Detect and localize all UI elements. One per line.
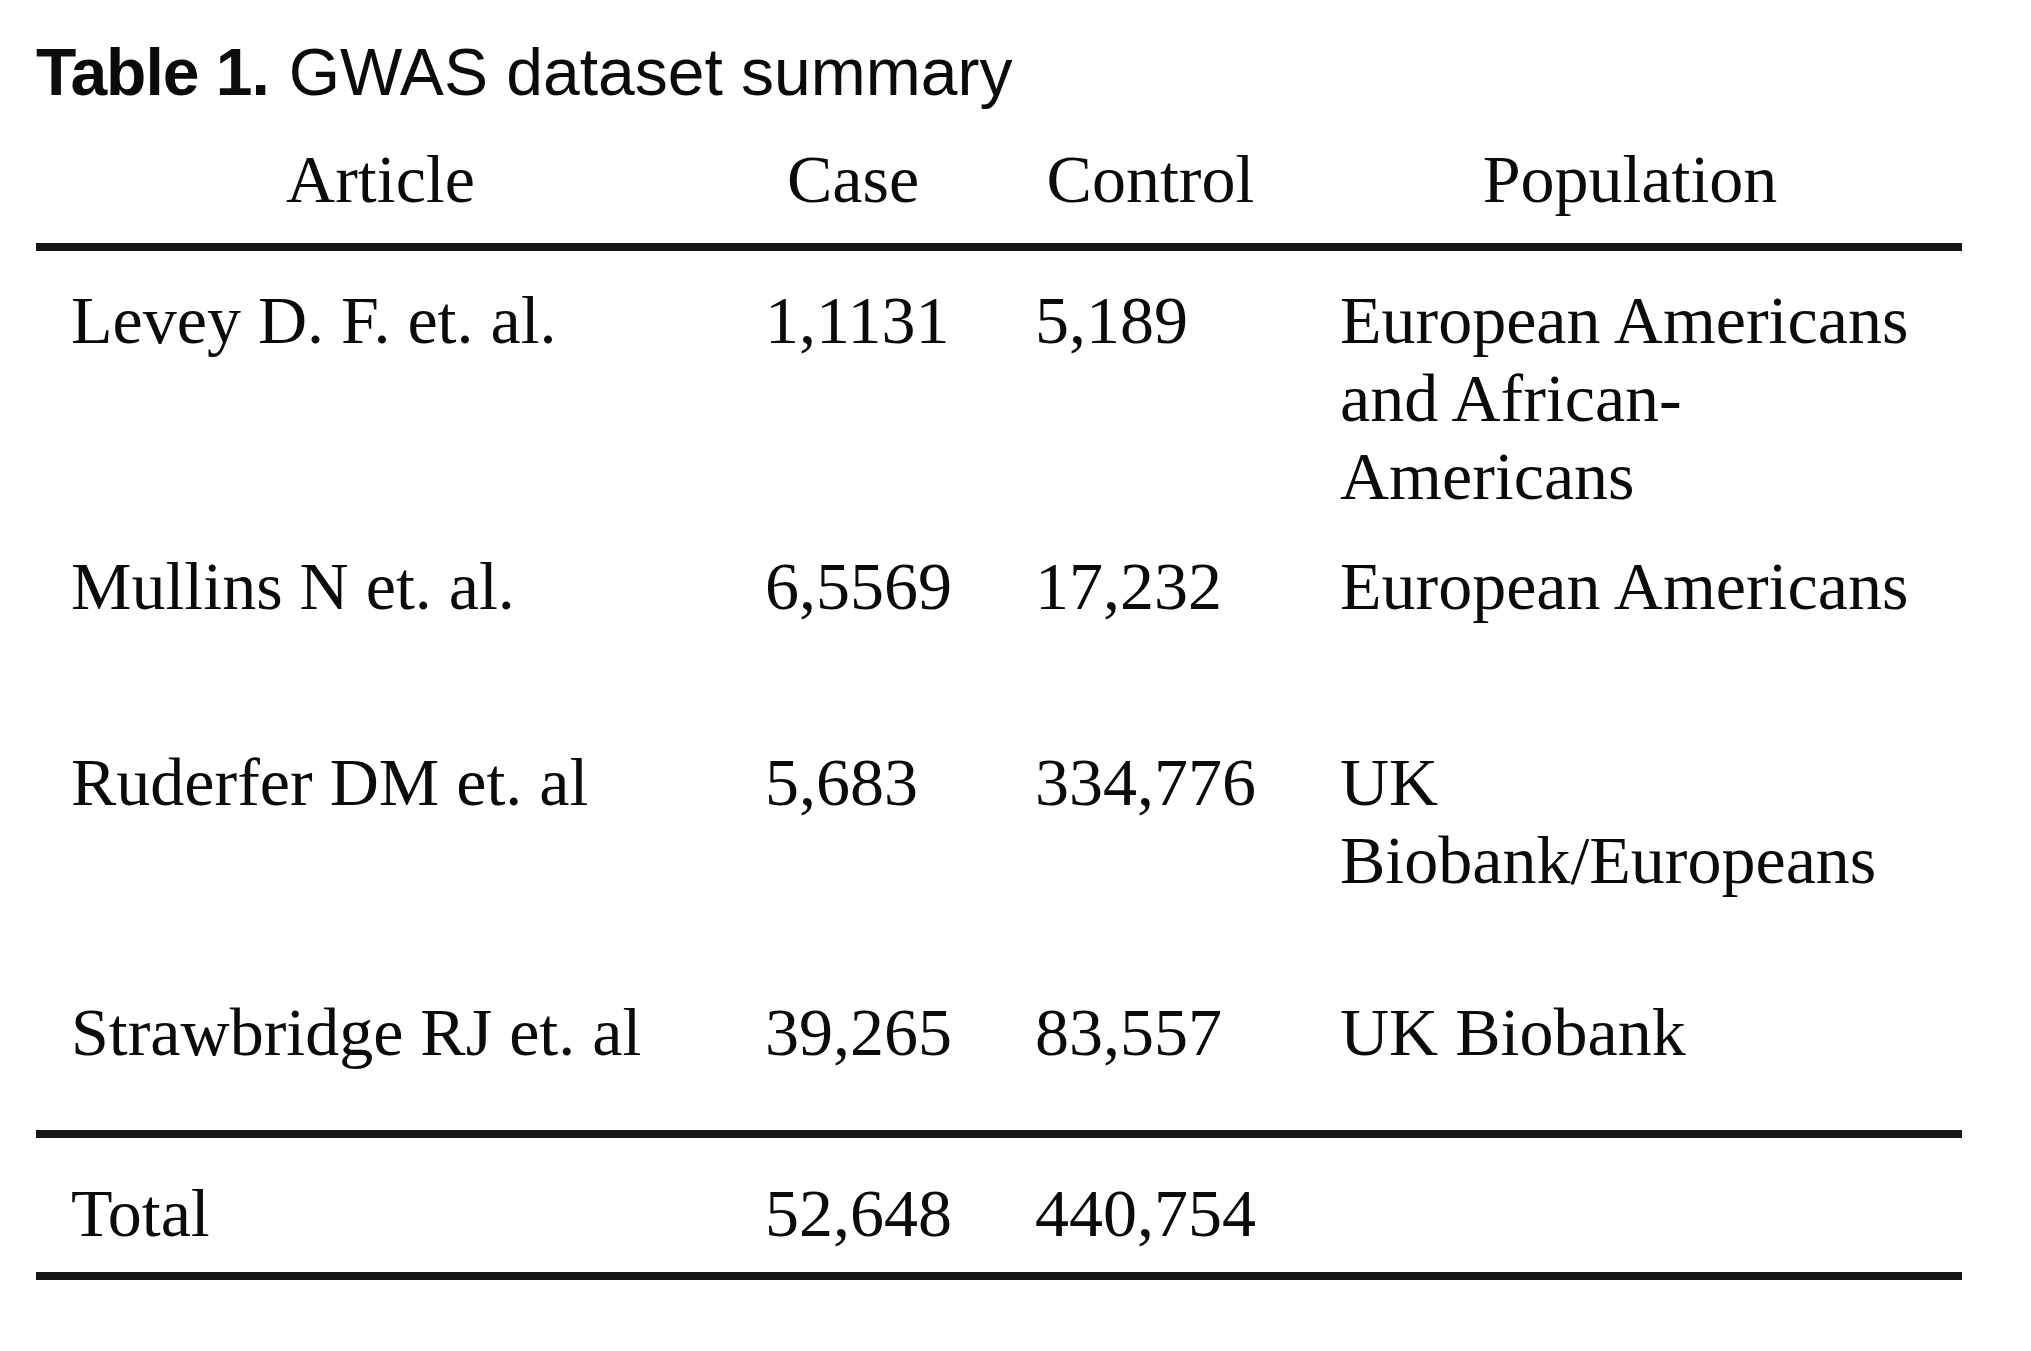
total-population-cell (1340, 1134, 1962, 1276)
case-value: 39,265 (765, 994, 952, 1070)
case-cell: 5,683 (765, 713, 1035, 963)
population-cell: European Americans (1340, 517, 1962, 713)
control-value: 334,776 (1035, 744, 1256, 820)
population-line: Americans (1340, 437, 1962, 515)
article-text: Strawbridge RJ et. al (71, 994, 641, 1070)
total-row: Total 52,648 440,754 (36, 1134, 1962, 1276)
table-row: Ruderfer DM et. al 5,683 334,776 UK Biob… (36, 713, 1962, 963)
total-label: Total (71, 1175, 210, 1251)
article-text: Ruderfer DM et. al (71, 744, 588, 820)
table-row: Mullins N et. al. 6,5569 17,232 European… (36, 517, 1962, 713)
population-cell: UK Biobank (1340, 963, 1962, 1134)
total-label-cell: Total (36, 1134, 765, 1276)
paper-table-figure: Table 1. GWAS dataset summary Article Cas… (0, 0, 2031, 1351)
article-text: Levey D. F. et. al. (71, 282, 557, 358)
article-cell: Strawbridge RJ et. al (36, 963, 765, 1134)
case-cell: 6,5569 (765, 517, 1035, 713)
case-value: 6,5569 (765, 548, 952, 624)
population-line: UK Biobank (1340, 993, 1962, 1071)
article-cell: Mullins N et. al. (36, 517, 765, 713)
table-row: Levey D. F. et. al. 1,1131 5,189 Europea… (36, 247, 1962, 517)
population-cell: UK Biobank/Europeans (1340, 713, 1962, 963)
population-line: European Americans (1340, 281, 1962, 359)
population-line: Biobank/Europeans (1340, 821, 1962, 899)
case-value: 1,1131 (765, 282, 949, 358)
column-header-control: Control (1035, 140, 1340, 247)
population-line: and African- (1340, 359, 1962, 437)
total-case-value: 52,648 (765, 1175, 952, 1251)
table-row: Strawbridge RJ et. al 39,265 83,557 UK B… (36, 963, 1962, 1134)
control-value: 83,557 (1035, 994, 1222, 1070)
case-value: 5,683 (765, 744, 918, 820)
header-row: Article Case Control Population (36, 140, 1962, 247)
column-header-population: Population (1340, 140, 1962, 247)
total-control-value: 440,754 (1035, 1175, 1256, 1251)
total-case-cell: 52,648 (765, 1134, 1035, 1276)
control-value: 5,189 (1035, 282, 1188, 358)
article-cell: Levey D. F. et. al. (36, 247, 765, 517)
table-caption-text: GWAS dataset summary (289, 35, 1013, 109)
control-cell: 17,232 (1035, 517, 1340, 713)
total-control-cell: 440,754 (1035, 1134, 1340, 1276)
column-header-article: Article (36, 140, 765, 247)
control-cell: 334,776 (1035, 713, 1340, 963)
column-header-case: Case (765, 140, 1035, 247)
population-cell: European Americans and African- American… (1340, 247, 1962, 517)
control-value: 17,232 (1035, 548, 1222, 624)
article-text: Mullins N et. al. (71, 548, 515, 624)
case-cell: 1,1131 (765, 247, 1035, 517)
table-caption: Table 1. GWAS dataset summary (36, 37, 1012, 107)
gwas-dataset-summary-table: Article Case Control Population Levey D.… (36, 140, 1962, 1280)
article-cell: Ruderfer DM et. al (36, 713, 765, 963)
population-line: UK (1340, 743, 1962, 821)
population-line: European Americans (1340, 547, 1962, 625)
table-caption-number: Table 1. (36, 35, 269, 109)
case-cell: 39,265 (765, 963, 1035, 1134)
control-cell: 83,557 (1035, 963, 1340, 1134)
control-cell: 5,189 (1035, 247, 1340, 517)
